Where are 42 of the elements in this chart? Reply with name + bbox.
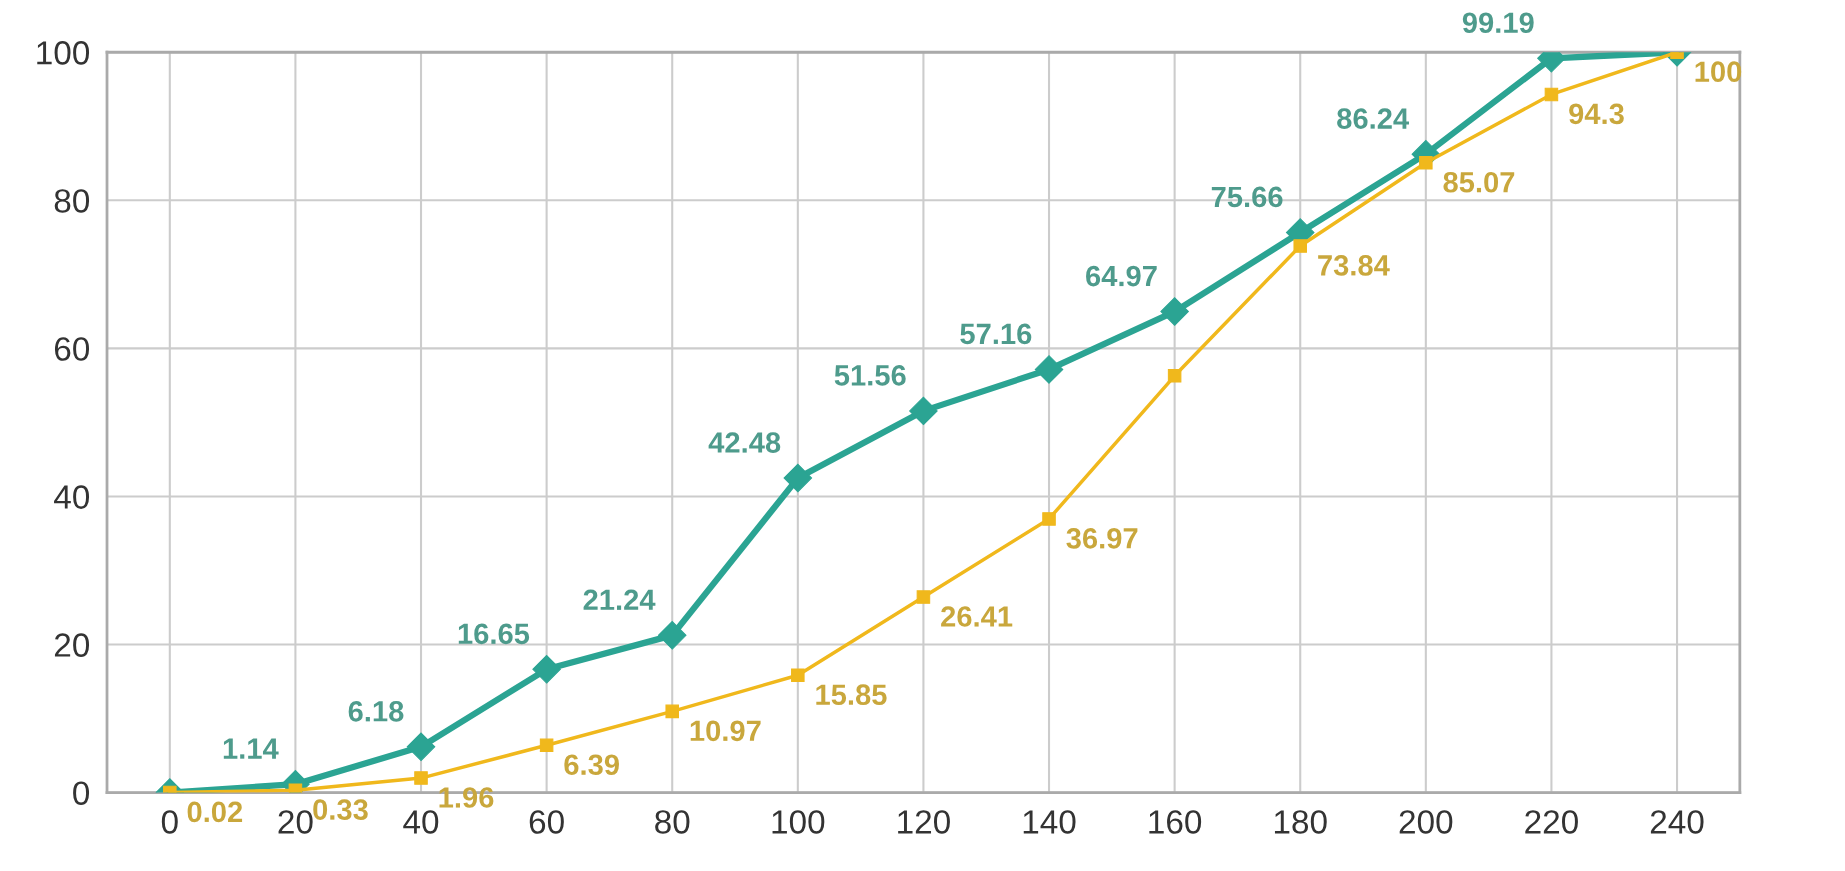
data-label: 42.48 [708,432,781,453]
data-label: 6.39 [564,754,619,776]
data-label: 1.96 [439,787,494,808]
data-label: 85.07 [1443,171,1515,193]
x-tick-label: 200 [1399,810,1453,834]
x-tick-label: 80 [655,810,690,834]
x-tick-label: 20 [278,810,313,834]
data-label: 73.84 [1318,255,1390,276]
x-tick-label: 180 [1274,810,1327,834]
y-tick-label: 40 [54,485,90,509]
data-label: 100 [1695,61,1742,83]
data-label: 99.19 [1462,12,1534,34]
data-label: 15.85 [816,684,887,706]
data-label: 64.97 [1086,265,1157,287]
x-tick-label: 0 [161,810,178,834]
x-tick-label: 240 [1650,810,1704,834]
data-label: 0.02 [187,801,243,823]
x-tick-label: 160 [1149,810,1202,834]
data-label: 75.66 [1211,186,1283,208]
y-tick-label: 100 [37,41,90,65]
data-label: 16.65 [458,623,530,645]
x-tick-label: 40 [403,810,439,834]
data-label: 57.16 [960,323,1032,345]
x-tick-label: 120 [898,810,950,834]
x-tick-label: 100 [772,810,825,834]
y-tick-label: 20 [54,633,90,657]
x-tick-label: 220 [1525,810,1578,834]
data-label: 26.41 [941,606,1013,627]
data-label: 0.33 [313,799,368,820]
data-label: 36.97 [1066,528,1138,549]
data-label: 10.97 [690,720,761,742]
y-tick-label: 80 [54,189,90,213]
y-tick-label: 0 [73,781,90,806]
data-label: 1.14 [223,738,279,759]
data-label: 94.3 [1569,103,1624,125]
x-tick-label: 140 [1023,810,1076,834]
x-tick-label: 60 [529,810,564,834]
y-tick-label: 60 [54,337,90,361]
data-label: 21.24 [583,589,656,610]
data-label: 6.18 [348,700,404,722]
data-label: 51.56 [834,365,906,386]
data-label: 86.24 [1337,108,1410,129]
